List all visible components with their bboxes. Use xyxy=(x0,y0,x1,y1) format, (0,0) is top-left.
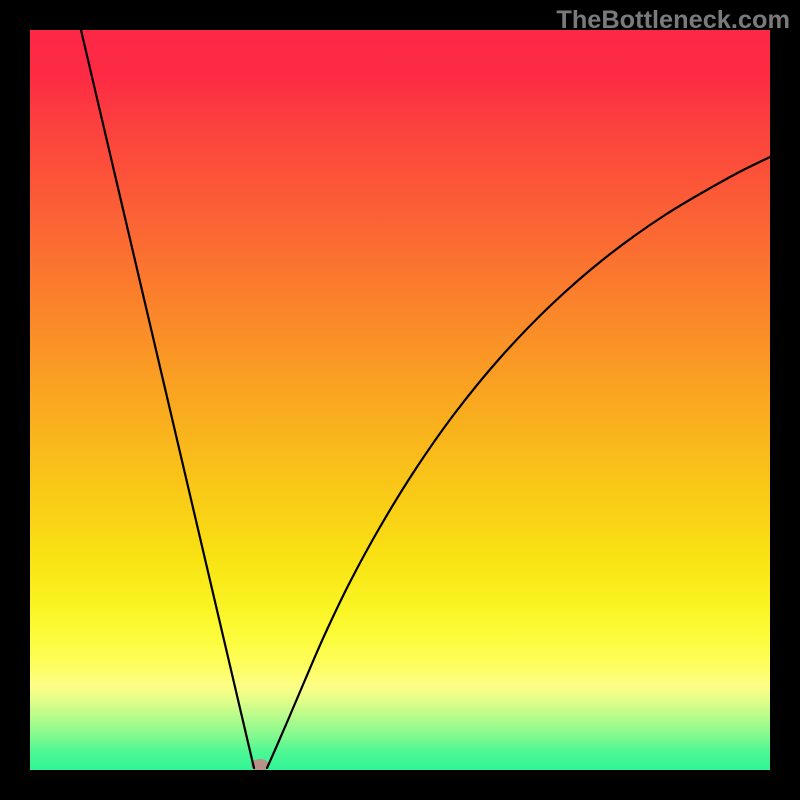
chart-svg xyxy=(30,30,770,770)
watermark-label: TheBottleneck.com xyxy=(556,6,790,35)
gradient-background xyxy=(30,30,770,770)
plot-area xyxy=(30,30,770,770)
